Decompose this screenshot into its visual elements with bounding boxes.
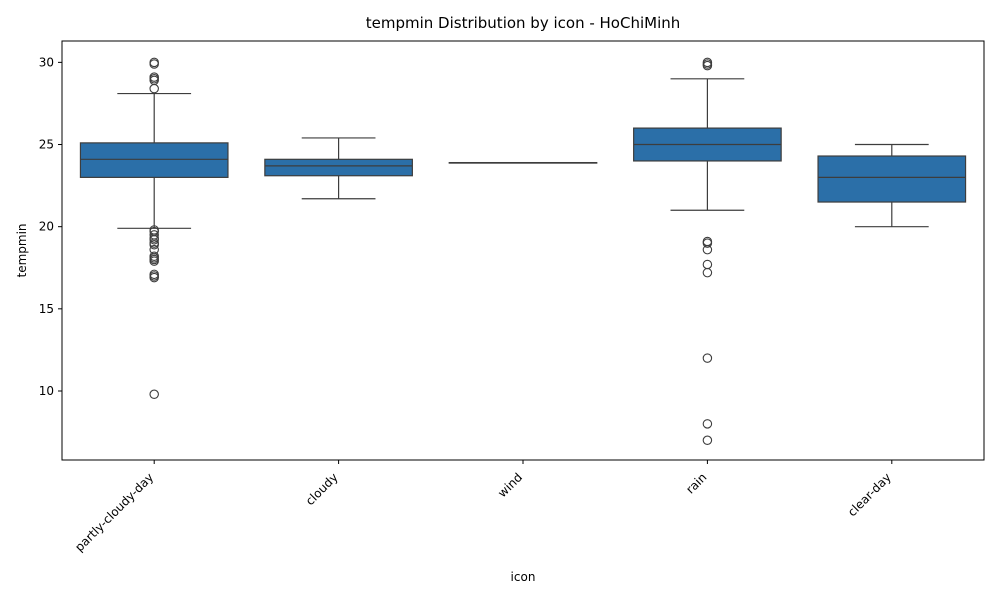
y-tick-label: 10 bbox=[39, 384, 54, 398]
box-group-wind bbox=[448, 161, 598, 164]
outlier-point bbox=[702, 419, 713, 429]
x-tick-label: partly-cloudy-day bbox=[72, 470, 156, 554]
x-tick-label: wind bbox=[495, 470, 525, 500]
x-tick-label: cloudy bbox=[303, 470, 341, 508]
box bbox=[264, 158, 413, 177]
plot-frame bbox=[61, 40, 985, 461]
box-group-cloudy bbox=[264, 137, 413, 200]
outlier-point bbox=[702, 238, 713, 248]
x-tick-label: clear-day bbox=[845, 470, 894, 519]
box bbox=[79, 142, 229, 178]
outlier-point bbox=[149, 272, 159, 283]
outlier-point bbox=[702, 259, 713, 270]
box-group-clear-day bbox=[817, 143, 967, 228]
x-axis: partly-cloudy-day cloudy wind rain clear-day bbox=[72, 460, 894, 554]
outlier-point bbox=[149, 389, 159, 400]
plot-area bbox=[79, 57, 967, 446]
y-tick-label: 30 bbox=[39, 55, 54, 69]
outlier-point bbox=[702, 353, 713, 363]
box bbox=[817, 155, 967, 203]
outlier-point bbox=[702, 244, 713, 255]
chart-title: tempmin Distribution by icon - HoChiMinh bbox=[366, 14, 681, 32]
y-axis: 10 15 20 25 30 bbox=[39, 55, 62, 398]
x-tick-label: rain bbox=[683, 470, 709, 496]
outlier-point bbox=[702, 267, 713, 278]
outlier-point bbox=[149, 256, 159, 266]
box-group-partly-cloudy-day bbox=[79, 57, 229, 400]
outlier-point bbox=[149, 83, 159, 94]
y-axis-label: tempmin bbox=[15, 223, 29, 277]
outlier-point bbox=[149, 59, 159, 69]
outlier-point bbox=[149, 235, 159, 245]
y-tick-label: 25 bbox=[39, 138, 54, 152]
y-tick-label: 20 bbox=[39, 220, 54, 234]
box-group-rain bbox=[633, 57, 782, 446]
x-axis-label: icon bbox=[511, 570, 536, 584]
outlier-point bbox=[702, 60, 713, 71]
y-tick-label: 15 bbox=[39, 302, 54, 316]
outlier-point bbox=[149, 239, 159, 250]
outlier-point bbox=[702, 435, 713, 446]
